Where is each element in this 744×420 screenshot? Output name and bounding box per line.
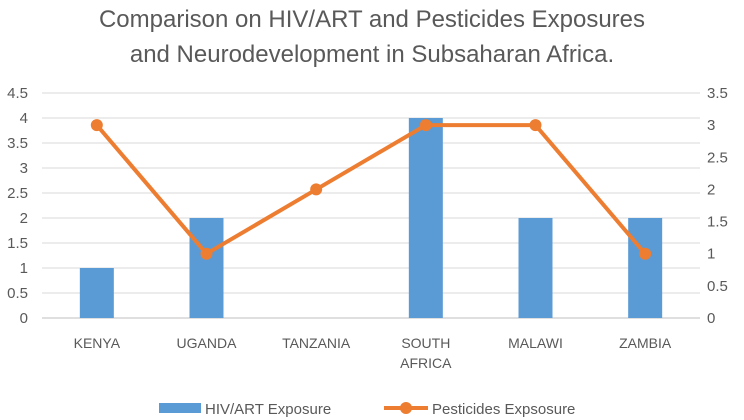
right-tick-label: 0 bbox=[707, 310, 715, 327]
left-tick-label: 0.5 bbox=[7, 285, 28, 302]
left-tick-label: 4 bbox=[20, 110, 28, 127]
category-label: ZAMBIA bbox=[619, 335, 672, 351]
chart-title-line: Comparison on HIV/ART and Pesticides Exp… bbox=[99, 6, 645, 33]
legend-swatch-bar bbox=[159, 403, 201, 413]
left-tick-label: 0 bbox=[20, 310, 28, 327]
bar bbox=[189, 218, 224, 318]
bar bbox=[408, 118, 443, 318]
left-tick-label: 1.5 bbox=[7, 235, 28, 252]
left-tick-label: 3.5 bbox=[7, 135, 28, 152]
right-tick-label: 1 bbox=[707, 246, 715, 263]
right-tick-label: 3 bbox=[707, 117, 715, 134]
right-axis-ticks: 0 0.5 1 1.5 2 2.5 3 3.5 bbox=[707, 85, 728, 327]
category-labels: KENYA UGANDA TANZANIA SOUTH AFRICA MALAWI ZAMB… bbox=[74, 335, 672, 371]
category-label: AFRICA bbox=[400, 355, 452, 371]
legend: HIV/ART Exposure Pesticides Expsosure bbox=[159, 401, 575, 418]
right-tick-label: 0.5 bbox=[707, 278, 728, 295]
gridlines bbox=[42, 92, 700, 319]
left-axis-ticks: 0 0.5 1 1.5 2 2.5 3 3.5 4 4.5 bbox=[7, 85, 28, 327]
right-tick-label: 2.5 bbox=[707, 149, 728, 166]
line-point bbox=[639, 247, 652, 260]
line-series bbox=[90, 119, 652, 260]
line-point bbox=[90, 119, 103, 132]
right-tick-label: 2 bbox=[707, 181, 715, 198]
right-tick-label: 1.5 bbox=[707, 214, 728, 231]
left-tick-label: 3 bbox=[20, 160, 28, 177]
line-point bbox=[529, 119, 542, 132]
line-point bbox=[419, 119, 432, 132]
left-tick-label: 2.5 bbox=[7, 185, 28, 202]
left-tick-label: 1 bbox=[20, 260, 28, 277]
category-label: UGANDA bbox=[177, 335, 238, 351]
category-label: KENYA bbox=[74, 335, 121, 351]
left-tick-label: 4.5 bbox=[7, 85, 28, 102]
legend-swatch-marker bbox=[400, 402, 412, 414]
bar bbox=[518, 218, 553, 318]
category-label: SOUTH bbox=[401, 335, 450, 351]
line-point bbox=[200, 247, 213, 260]
bar-series bbox=[79, 118, 663, 318]
series-line bbox=[95, 123, 647, 256]
line-point bbox=[310, 183, 323, 196]
right-tick-label: 3.5 bbox=[707, 85, 728, 102]
chart-title-line: and Neurodevelopment in Subsaharan Afric… bbox=[130, 41, 614, 68]
category-label: MALAWI bbox=[508, 335, 563, 351]
chart-title: Comparison on HIV/ART and Pesticides Exp… bbox=[99, 6, 645, 68]
bar bbox=[79, 268, 114, 318]
category-label: TANZANIA bbox=[282, 335, 351, 351]
legend-label: Pesticides Expsosure bbox=[432, 401, 575, 418]
bar bbox=[628, 218, 663, 318]
legend-label: HIV/ART Exposure bbox=[205, 401, 331, 418]
left-tick-label: 2 bbox=[20, 210, 28, 227]
